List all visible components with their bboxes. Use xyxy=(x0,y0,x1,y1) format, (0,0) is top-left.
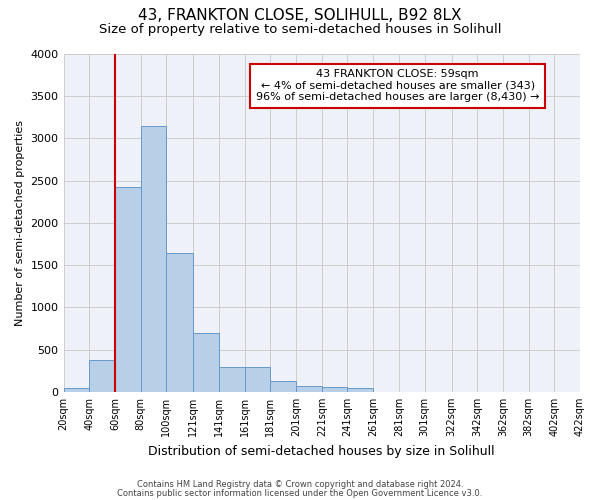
Bar xyxy=(166,254,193,392)
Text: Contains HM Land Registry data © Crown copyright and database right 2024.: Contains HM Land Registry data © Crown c… xyxy=(137,480,463,489)
Bar xyxy=(219,366,245,392)
Bar xyxy=(245,368,271,392)
Bar xyxy=(89,360,115,392)
Text: Contains public sector information licensed under the Open Government Licence v3: Contains public sector information licen… xyxy=(118,489,482,498)
Bar xyxy=(140,126,166,392)
Text: 43 FRANKTON CLOSE: 59sqm
← 4% of semi-detached houses are smaller (343)
96% of s: 43 FRANKTON CLOSE: 59sqm ← 4% of semi-de… xyxy=(256,69,539,102)
Text: Size of property relative to semi-detached houses in Solihull: Size of property relative to semi-detach… xyxy=(99,22,501,36)
Bar xyxy=(193,333,219,392)
Bar xyxy=(296,386,322,392)
Bar xyxy=(115,186,140,392)
Bar xyxy=(347,388,373,392)
Bar xyxy=(322,388,347,392)
X-axis label: Distribution of semi-detached houses by size in Solihull: Distribution of semi-detached houses by … xyxy=(148,444,495,458)
Y-axis label: Number of semi-detached properties: Number of semi-detached properties xyxy=(15,120,25,326)
Bar xyxy=(64,388,89,392)
Text: 43, FRANKTON CLOSE, SOLIHULL, B92 8LX: 43, FRANKTON CLOSE, SOLIHULL, B92 8LX xyxy=(138,8,462,22)
Bar xyxy=(271,380,296,392)
